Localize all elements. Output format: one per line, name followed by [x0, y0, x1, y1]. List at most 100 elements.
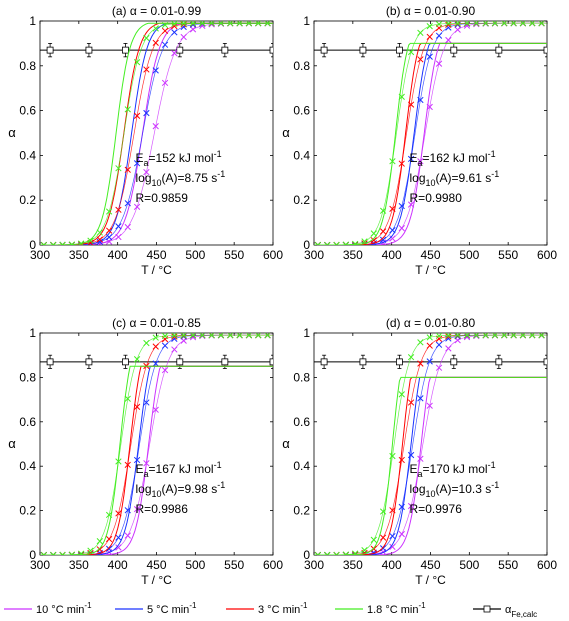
fit-line-10 — [314, 42, 547, 245]
x-tick-label: 350 — [69, 248, 89, 262]
y-tick-label: 0.6 — [19, 104, 36, 118]
data-point-10 — [426, 402, 433, 409]
data-point-3 — [115, 206, 122, 213]
data-point-5 — [105, 234, 113, 241]
data-point-1_8 — [491, 333, 499, 339]
data-point-3 — [96, 546, 103, 553]
data-point-1_8 — [217, 21, 225, 27]
data-point-5 — [435, 32, 443, 39]
legend-label: 1.8 °C min-1 — [367, 601, 426, 616]
plot-area — [314, 333, 547, 555]
y-tick-label: 0.6 — [293, 104, 310, 118]
data-point-1_8 — [314, 551, 322, 555]
data-point-5 — [161, 41, 169, 48]
annotation-loga: log10(A)=8.75 s-1 — [136, 169, 226, 188]
data-point-3 — [180, 21, 187, 28]
data-point-1_8 — [143, 34, 150, 42]
legend: 10 °C min-1 5 °C min-1 3 °C min-1 1.8 °C mi… — [4, 601, 537, 619]
data-point-5 — [124, 507, 131, 514]
data-point-3 — [379, 534, 387, 541]
data-point-3 — [152, 343, 159, 350]
y-tick-label: 0.8 — [293, 370, 310, 384]
y-axis-label: α — [8, 125, 16, 140]
x-axis-label: T / °C — [415, 263, 446, 277]
data-point-1_8 — [78, 240, 85, 245]
data-point-1_8 — [426, 23, 433, 30]
data-point-1_8 — [171, 21, 178, 27]
fit-line-1_8 — [314, 376, 547, 555]
data-point-10 — [417, 455, 424, 462]
exp-curve-3 — [40, 334, 273, 555]
y-tick-label: 0.2 — [293, 193, 310, 207]
calc-marker — [46, 358, 54, 366]
data-point-1_8 — [255, 21, 262, 27]
data-point-10 — [143, 460, 150, 467]
data-point-1_8 — [342, 551, 349, 555]
x-tick-label: 550 — [498, 248, 518, 262]
annotation-r: R=0.9986 — [136, 502, 189, 516]
legend-label: 5 °C min-1 — [147, 601, 197, 616]
fit-line-10 — [40, 22, 273, 245]
panel-title: (d) α = 0.01-0.80 — [386, 316, 476, 330]
y-tick-label: 1 — [303, 326, 310, 340]
x-tick-label: 350 — [343, 248, 363, 262]
calc-marker — [269, 358, 273, 366]
data-point-1_8 — [96, 229, 103, 236]
y-tick-label: 0.6 — [293, 415, 310, 429]
x-tick-label: 350 — [69, 558, 89, 572]
y-tick-label: 0.4 — [19, 459, 36, 473]
data-point-1_8 — [199, 21, 206, 27]
data-point-1_8 — [473, 333, 480, 339]
data-point-1_8 — [68, 551, 75, 555]
x-axis-label: T / °C — [141, 573, 172, 587]
data-point-10 — [389, 235, 396, 242]
data-point-5 — [171, 29, 178, 36]
data-point-10 — [124, 532, 131, 539]
y-tick-label: 1 — [303, 14, 310, 28]
data-point-3 — [78, 241, 85, 245]
data-point-1_8 — [482, 333, 489, 339]
data-point-3 — [426, 33, 433, 41]
data-point-1_8 — [407, 48, 415, 56]
data-point-1_8 — [264, 333, 271, 339]
data-point-10 — [473, 21, 480, 28]
x-tick-label: 500 — [459, 248, 479, 262]
x-tick-label: 400 — [108, 248, 128, 262]
data-point-1_8 — [417, 339, 424, 346]
data-point-5 — [124, 200, 131, 207]
data-point-5 — [379, 545, 387, 552]
data-point-1_8 — [124, 106, 131, 113]
x-tick-label: 450 — [146, 558, 166, 572]
fit-line-1_8 — [314, 42, 547, 245]
data-point-3 — [370, 545, 377, 552]
data-point-10 — [124, 223, 131, 231]
y-tick-label: 0.8 — [19, 370, 36, 384]
calc-marker — [396, 46, 403, 54]
exp-curve-1_8 — [314, 334, 547, 555]
data-point-1_8 — [361, 547, 368, 554]
data-point-10 — [180, 33, 187, 41]
data-point-5 — [435, 341, 443, 348]
data-point-1_8 — [264, 21, 271, 27]
data-point-1_8 — [161, 21, 169, 29]
x-tick-label: 600 — [537, 248, 557, 262]
data-point-1_8 — [482, 21, 489, 27]
data-point-5 — [143, 399, 150, 406]
data-point-5 — [379, 236, 387, 243]
data-point-1_8 — [501, 333, 508, 339]
data-point-10 — [435, 364, 443, 371]
data-point-1_8 — [180, 333, 187, 339]
x-tick-label: 500 — [459, 558, 479, 572]
data-point-5 — [180, 333, 187, 340]
data-point-10 — [417, 158, 424, 165]
panel-title: (b) α = 0.01-0.90 — [386, 4, 476, 18]
legend-marker — [483, 605, 491, 613]
data-point-10 — [445, 36, 452, 44]
calc-marker — [85, 358, 93, 366]
data-point-1_8 — [143, 339, 150, 347]
data-point-5 — [105, 545, 113, 552]
calc-marker — [122, 46, 129, 54]
data-point-3 — [445, 21, 452, 29]
plot-area — [40, 21, 273, 245]
data-point-10 — [115, 233, 122, 241]
